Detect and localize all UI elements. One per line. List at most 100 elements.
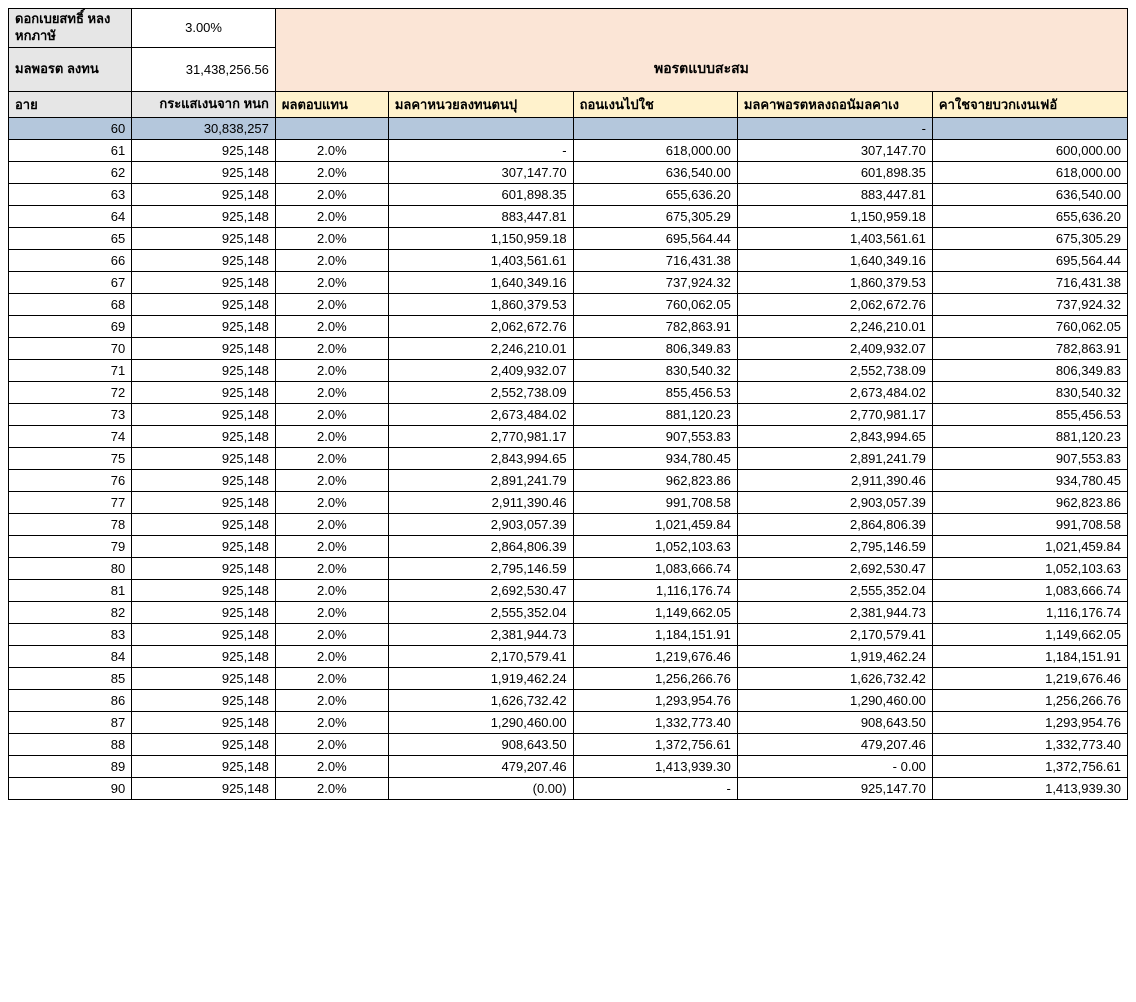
- col-return[interactable]: ผลตอบแทน: [275, 91, 388, 117]
- cell-withdraw[interactable]: 1,116,176.74: [573, 579, 737, 601]
- cell-cashflow[interactable]: 925,148: [132, 711, 276, 733]
- cell-withdraw[interactable]: 716,431.38: [573, 249, 737, 271]
- cell-expense[interactable]: 1,219,676.46: [932, 667, 1127, 689]
- cell-cashflow[interactable]: 30,838,257: [132, 117, 276, 139]
- cell-return[interactable]: 2.0%: [275, 447, 388, 469]
- cell-withdraw[interactable]: 1,332,773.40: [573, 711, 737, 733]
- cell-age[interactable]: 76: [9, 469, 132, 491]
- col-withdraw[interactable]: ถอนเงนไปใช: [573, 91, 737, 117]
- cell-expense[interactable]: 934,780.45: [932, 469, 1127, 491]
- table-row[interactable]: 71925,1482.0%2,409,932.07830,540.322,552…: [9, 359, 1128, 381]
- cell-bop[interactable]: 1,290,460.00: [388, 711, 573, 733]
- cell-cashflow[interactable]: 925,148: [132, 425, 276, 447]
- cell-return[interactable]: 2.0%: [275, 491, 388, 513]
- cell-bop[interactable]: 307,147.70: [388, 161, 573, 183]
- cell-return[interactable]: 2.0%: [275, 733, 388, 755]
- cell-eop[interactable]: 1,640,349.16: [737, 249, 932, 271]
- cell-expense[interactable]: 695,564.44: [932, 249, 1127, 271]
- cell-cashflow[interactable]: 925,148: [132, 579, 276, 601]
- cell-cashflow[interactable]: 925,148: [132, 535, 276, 557]
- cell-cashflow[interactable]: 925,148: [132, 513, 276, 535]
- cell-cashflow[interactable]: 925,148: [132, 733, 276, 755]
- cell-eop[interactable]: 2,552,738.09: [737, 359, 932, 381]
- cell-cashflow[interactable]: 925,148: [132, 359, 276, 381]
- cell-eop[interactable]: 1,403,561.61: [737, 227, 932, 249]
- cell-age[interactable]: 69: [9, 315, 132, 337]
- table-row[interactable]: 61925,1482.0%-618,000.00307,147.70600,00…: [9, 139, 1128, 161]
- cell-age[interactable]: 83: [9, 623, 132, 645]
- col-expense[interactable]: คาใชจายบวกเงนเฟอั: [932, 91, 1127, 117]
- cell-bop[interactable]: 1,150,959.18: [388, 227, 573, 249]
- cell-withdraw[interactable]: 830,540.32: [573, 359, 737, 381]
- cell-return[interactable]: 2.0%: [275, 579, 388, 601]
- cell-eop[interactable]: 2,843,994.65: [737, 425, 932, 447]
- col-bop[interactable]: มลคาหนวยลงทนตนปุ: [388, 91, 573, 117]
- cell-eop[interactable]: 2,891,241.79: [737, 447, 932, 469]
- table-row[interactable]: 70925,1482.0%2,246,210.01806,349.832,409…: [9, 337, 1128, 359]
- cell-return[interactable]: 2.0%: [275, 271, 388, 293]
- cell-age[interactable]: 70: [9, 337, 132, 359]
- cell-return[interactable]: 2.0%: [275, 777, 388, 799]
- cell-age[interactable]: 74: [9, 425, 132, 447]
- col-cashflow[interactable]: กระแสเงนจาก หนก: [132, 91, 276, 117]
- spreadsheet-table[interactable]: ดอกเบยสทธิ์ หลงหกภาษั3.00%มลพอรต ลงทน31,…: [8, 8, 1128, 800]
- cell-cashflow[interactable]: 925,148: [132, 293, 276, 315]
- cell-return[interactable]: 2.0%: [275, 183, 388, 205]
- cell-age[interactable]: 73: [9, 403, 132, 425]
- cell-cashflow[interactable]: 925,148: [132, 249, 276, 271]
- cell-cashflow[interactable]: 925,148: [132, 161, 276, 183]
- cell-expense[interactable]: 830,540.32: [932, 381, 1127, 403]
- cell-age[interactable]: 63: [9, 183, 132, 205]
- cell-return[interactable]: 2.0%: [275, 205, 388, 227]
- section-pink-block[interactable]: [275, 9, 1127, 48]
- cell-expense[interactable]: 618,000.00: [932, 161, 1127, 183]
- cell-bop[interactable]: 1,403,561.61: [388, 249, 573, 271]
- cell-eop[interactable]: 2,170,579.41: [737, 623, 932, 645]
- cell-expense[interactable]: 1,256,266.76: [932, 689, 1127, 711]
- table-row[interactable]: 82925,1482.0%2,555,352.041,149,662.052,3…: [9, 601, 1128, 623]
- cell-return[interactable]: 2.0%: [275, 227, 388, 249]
- cell-return[interactable]: 2.0%: [275, 469, 388, 491]
- cell-cashflow[interactable]: 925,148: [132, 777, 276, 799]
- table-row[interactable]: 63925,1482.0%601,898.35655,636.20883,447…: [9, 183, 1128, 205]
- cell-eop[interactable]: 1,919,462.24: [737, 645, 932, 667]
- cell-expense[interactable]: 1,372,756.61: [932, 755, 1127, 777]
- cell-expense[interactable]: 881,120.23: [932, 425, 1127, 447]
- cell-age[interactable]: 71: [9, 359, 132, 381]
- cell-eop[interactable]: 2,911,390.46: [737, 469, 932, 491]
- cell-cashflow[interactable]: 925,148: [132, 491, 276, 513]
- cell-expense[interactable]: 1,052,103.63: [932, 557, 1127, 579]
- cell-expense[interactable]: 737,924.32: [932, 293, 1127, 315]
- cell-bop[interactable]: 2,062,672.76: [388, 315, 573, 337]
- cell-return[interactable]: 2.0%: [275, 161, 388, 183]
- cell-age[interactable]: 86: [9, 689, 132, 711]
- cell-bop[interactable]: 2,246,210.01: [388, 337, 573, 359]
- cell-cashflow[interactable]: 925,148: [132, 205, 276, 227]
- cell-withdraw[interactable]: 695,564.44: [573, 227, 737, 249]
- cell-cashflow[interactable]: 925,148: [132, 667, 276, 689]
- portfolio-value[interactable]: 31,438,256.56: [132, 47, 276, 91]
- table-row[interactable]: 6030,838,257-: [9, 117, 1128, 139]
- cell-bop[interactable]: 601,898.35: [388, 183, 573, 205]
- cell-eop[interactable]: 2,673,484.02: [737, 381, 932, 403]
- cell-bop[interactable]: 2,673,484.02: [388, 403, 573, 425]
- cell-cashflow[interactable]: 925,148: [132, 227, 276, 249]
- cell-withdraw[interactable]: 962,823.86: [573, 469, 737, 491]
- cell-bop[interactable]: 2,903,057.39: [388, 513, 573, 535]
- cell-withdraw[interactable]: 1,021,459.84: [573, 513, 737, 535]
- cell-bop[interactable]: 1,640,349.16: [388, 271, 573, 293]
- cell-cashflow[interactable]: 925,148: [132, 315, 276, 337]
- cell-expense[interactable]: 636,540.00: [932, 183, 1127, 205]
- cell-expense[interactable]: 782,863.91: [932, 337, 1127, 359]
- cell-eop[interactable]: 908,643.50: [737, 711, 932, 733]
- cell-eop[interactable]: 925,147.70: [737, 777, 932, 799]
- cell-expense[interactable]: 716,431.38: [932, 271, 1127, 293]
- cell-cashflow[interactable]: 925,148: [132, 623, 276, 645]
- cell-bop[interactable]: 1,860,379.53: [388, 293, 573, 315]
- cell-eop[interactable]: 479,207.46: [737, 733, 932, 755]
- cell-bop[interactable]: 908,643.50: [388, 733, 573, 755]
- col-eop[interactable]: มลคาพอรตหลงถอนัมลคาเง: [737, 91, 932, 117]
- cell-bop[interactable]: 2,409,932.07: [388, 359, 573, 381]
- table-row[interactable]: 77925,1482.0%2,911,390.46991,708.582,903…: [9, 491, 1128, 513]
- cell-expense[interactable]: [932, 117, 1127, 139]
